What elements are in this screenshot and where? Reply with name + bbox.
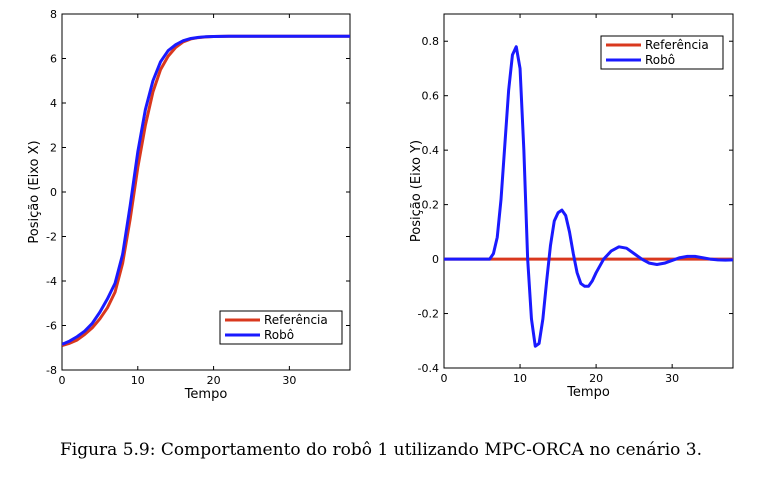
y-tick-label: -0.4 bbox=[418, 362, 439, 375]
x-tick-label: 30 bbox=[282, 374, 296, 387]
y-axis-label: Posição (Eixo Y) bbox=[409, 140, 424, 242]
legend-box bbox=[219, 310, 343, 345]
series-line-referencia bbox=[62, 34, 350, 347]
y-tick-label: 0.4 bbox=[422, 144, 440, 157]
series-line-robo bbox=[62, 34, 350, 346]
y-tick-label: 6 bbox=[50, 53, 57, 66]
x-tick-label: 10 bbox=[513, 372, 527, 385]
legend-box bbox=[600, 35, 724, 70]
legend-entry: Robô bbox=[264, 328, 294, 342]
x-tick-label: 0 bbox=[441, 372, 448, 385]
y-tick-label: 8 bbox=[50, 8, 57, 21]
x-tick-label: 20 bbox=[207, 374, 221, 387]
y-tick-label: 0.2 bbox=[422, 199, 440, 212]
x-tick-label: 10 bbox=[131, 374, 145, 387]
x-tick-label: 20 bbox=[589, 372, 603, 385]
y-tick-label: 0 bbox=[432, 253, 439, 266]
plot-1: 0 10 20 30 -8 -6 -4 -2 0 2 4 6 8 Tempo Posição (Eixo X… bbox=[27, 8, 351, 402]
y-tick-label: 4 bbox=[50, 97, 57, 110]
y-tick-label: -0.2 bbox=[418, 308, 439, 321]
y-tick-label: 0.6 bbox=[422, 90, 440, 103]
figure-caption: Figura 5.9: Comportamento do robô 1 util… bbox=[59, 440, 703, 460]
y-tick-label: 0 bbox=[50, 186, 57, 199]
y-tick-label: -2 bbox=[46, 231, 57, 244]
y-tick-label: -6 bbox=[46, 320, 57, 333]
legend-entry: Robô bbox=[645, 53, 675, 67]
x-tick-label: 0 bbox=[59, 374, 66, 387]
y-tick-label: -8 bbox=[46, 364, 57, 377]
plot-2: 0 10 20 30 -0.4 -0.2 0 0.2 0.4 0.6 0.8 Tempo Posição… bbox=[409, 13, 734, 400]
plot-frame bbox=[443, 13, 734, 369]
x-tick-label: 30 bbox=[665, 372, 679, 385]
series-line-robo bbox=[444, 45, 733, 348]
x-axis-label: Tempo bbox=[184, 387, 228, 402]
y-axis-label: Posição (Eixo X) bbox=[27, 140, 42, 243]
y-tick-label: 2 bbox=[50, 142, 57, 155]
legend-entry: Referência bbox=[645, 38, 709, 52]
y-tick-label: 0.8 bbox=[422, 35, 440, 48]
x-axis-label: Tempo bbox=[566, 385, 610, 400]
figure-canvas: 0 10 20 30 -8 -6 -4 -2 0 2 4 6 8 Tempo Posição (Eixo X… bbox=[27, 8, 734, 402]
legend-entry: Referência bbox=[264, 313, 328, 327]
y-tick-label: -4 bbox=[46, 275, 57, 288]
